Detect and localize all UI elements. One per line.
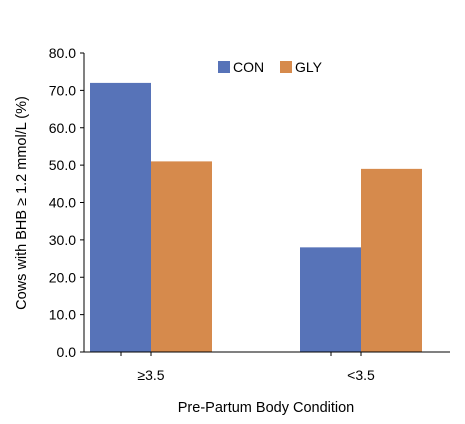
bar-gly-1: [361, 168, 422, 352]
bar-gly-0: [151, 161, 212, 352]
x-tick-label: ≥3.5: [137, 367, 164, 383]
legend-swatch-con: [218, 61, 230, 73]
bar-con-0: [90, 82, 151, 353]
legend-label-gly: GLY: [295, 59, 323, 75]
y-tick-label: 70.0: [49, 82, 76, 98]
legend: CON GLY: [218, 59, 323, 75]
x-tick-label: <3.5: [347, 367, 375, 383]
y-tick-label: 40.0: [49, 195, 76, 211]
y-tick-label: 20.0: [49, 269, 76, 285]
y-tick-label: 10.0: [49, 307, 76, 323]
y-axis-ticks: 0.0 10.0 20.0 30.0 40.0 50.0 60.0 70.0 80.0: [49, 45, 84, 360]
legend-swatch-gly: [280, 61, 292, 73]
y-tick-label: 30.0: [49, 232, 76, 248]
y-tick-label: 80.0: [49, 45, 76, 61]
y-tick-label: 50.0: [49, 157, 76, 173]
bar-con-1: [300, 247, 361, 352]
x-axis-ticks: ≥3.5 <3.5: [120, 352, 375, 383]
bars-layer: [90, 82, 422, 353]
y-axis-title: Cows with BHB ≥ 1.2 mmol/L (%): [14, 96, 30, 310]
y-tick-label: 0.0: [57, 344, 77, 360]
legend-label-con: CON: [233, 59, 264, 75]
x-axis-title: Pre-Partum Body Condition: [178, 400, 355, 416]
y-tick-label: 60.0: [49, 120, 76, 136]
